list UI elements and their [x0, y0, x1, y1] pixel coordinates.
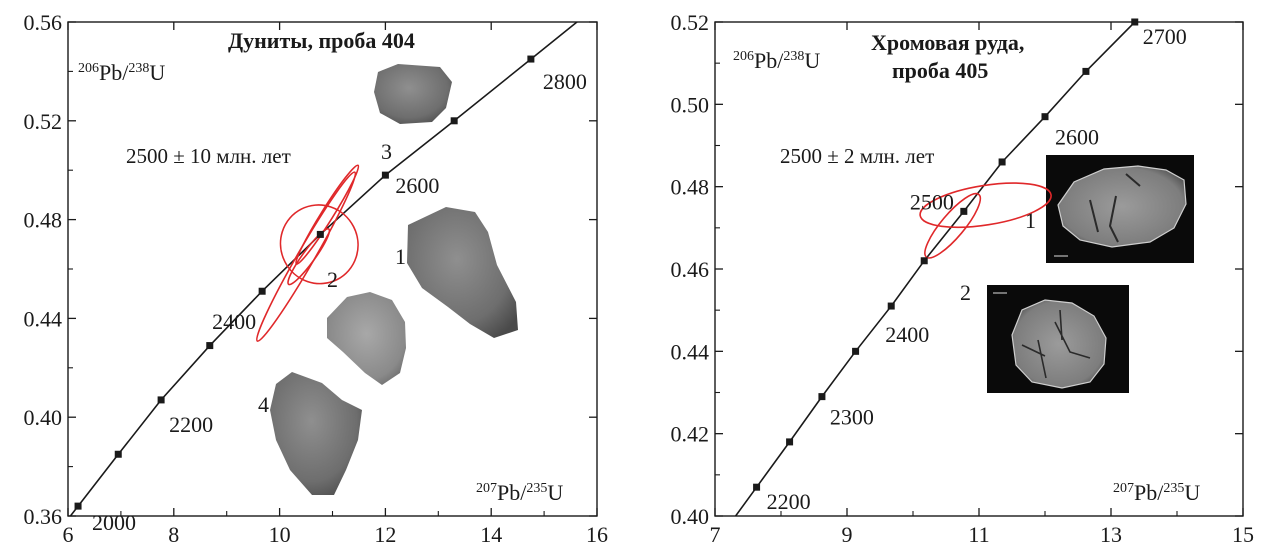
- x-tick-label: 16: [586, 522, 608, 544]
- age-marker-2500: [316, 230, 324, 238]
- concordia-age-labels: 2200 2300 2400 2500 2600 2700: [767, 24, 1187, 514]
- age-marker-2200: [157, 396, 165, 404]
- y-tick-label: 0.40: [671, 504, 710, 529]
- chart-title-line1: Хромовая руда,: [871, 30, 1024, 55]
- x-tick-labels: 7 9 11 13 15: [710, 522, 1255, 544]
- y-tick-label: 0.48: [24, 208, 63, 233]
- ellipse-label-3: 3: [381, 139, 392, 164]
- zircon-grain-images: [270, 64, 518, 495]
- age-marker-2300: [206, 342, 214, 350]
- age-label-2200: 2200: [169, 412, 213, 437]
- y-tick-label: 0.56: [24, 10, 63, 35]
- zircon-grain-image-right: [407, 207, 518, 338]
- x-tick-label: 10: [269, 522, 291, 544]
- error-ellipses: 1 2 3 4: [255, 139, 406, 417]
- age-label-2300: 2300: [830, 405, 874, 430]
- axis-ticks: [714, 21, 1244, 517]
- y-tick-label: 0.46: [671, 257, 710, 282]
- age-marker-2300: [818, 393, 826, 401]
- x-tick-label: 13: [1100, 522, 1122, 544]
- age-marker-2400: [258, 287, 266, 295]
- y-tick-label: 0.52: [671, 10, 710, 35]
- age-marker-2350: [852, 347, 860, 355]
- y-axis-label: 206Pb/238U: [78, 60, 165, 85]
- ellipse-label-4: 4: [258, 392, 269, 417]
- zircon-grain-image-middle: [327, 292, 406, 385]
- age-marker-2700: [1131, 18, 1139, 26]
- age-annotation: 2500 ± 10 млн. лет: [126, 144, 291, 168]
- y-tick-label: 0.48: [671, 175, 710, 200]
- age-marker-2500: [960, 207, 968, 215]
- y-tick-label: 0.52: [24, 109, 63, 134]
- error-ellipse-1: [919, 182, 1052, 229]
- plot-frame: [714, 21, 1244, 517]
- x-tick-label: 7: [710, 522, 721, 544]
- age-marker-2100: [114, 450, 122, 458]
- x-tick-label: 15: [1232, 522, 1254, 544]
- y-tick-label: 0.40: [24, 405, 63, 430]
- error-ellipse-3: [295, 164, 360, 265]
- age-marker-2000: [74, 502, 82, 510]
- x-axis-label: 207Pb/235U: [476, 480, 563, 505]
- y-tick-labels: 0.40 0.42 0.44 0.46 0.48 0.50 0.52: [671, 10, 710, 529]
- age-label-2600: 2600: [395, 173, 439, 198]
- concordia-age-markers: [74, 55, 535, 510]
- ellipse-label-1: 1: [1025, 208, 1036, 233]
- age-label-2400: 2400: [885, 322, 929, 347]
- error-ellipse-4: [255, 171, 357, 342]
- y-tick-label: 0.44: [671, 339, 710, 364]
- y-axis-label: 206Pb/238U: [733, 48, 820, 73]
- age-label-2600: 2600: [1055, 125, 1099, 150]
- bse-image-upper: [1046, 155, 1194, 263]
- ellipse-label-2: 2: [960, 280, 971, 305]
- age-marker-2600: [381, 171, 389, 179]
- concordia-age-markers: [753, 18, 1139, 491]
- error-ellipse-1: [279, 204, 359, 285]
- ellipse-label-2: 2: [327, 267, 338, 292]
- error-ellipse-2: [924, 192, 982, 259]
- y-tick-label: 0.44: [24, 306, 63, 331]
- age-marker-2650: [1082, 67, 1090, 75]
- age-label-2800: 2800: [543, 69, 587, 94]
- age-marker-2550: [998, 158, 1006, 166]
- bse-image-lower: [987, 285, 1129, 393]
- x-tick-label: 12: [374, 522, 396, 544]
- chart-title-line2: проба 405: [892, 58, 988, 83]
- ellipse-label-1: 1: [395, 244, 406, 269]
- age-label-2400: 2400: [212, 309, 256, 334]
- age-marker-2600: [1041, 113, 1049, 121]
- age-marker-2800: [527, 55, 535, 63]
- age-label-2500: 2500: [910, 189, 954, 214]
- age-marker-2700: [450, 117, 458, 125]
- x-tick-label: 9: [842, 522, 853, 544]
- x-axis-label: 207Pb/235U: [1113, 480, 1200, 505]
- zircon-grain-image-top: [374, 64, 452, 124]
- x-tick-label: 6: [63, 522, 74, 544]
- x-tick-labels: 6 8 10 12 14 16: [63, 522, 609, 544]
- axis-ticks: [67, 21, 598, 517]
- age-label-2700: 2700: [1143, 24, 1187, 49]
- zircon-grain-image-bottom: [270, 372, 362, 495]
- age-marker-2400: [887, 302, 895, 310]
- age-marker-2250: [786, 438, 794, 446]
- concordia-age-labels: 2000 2200 2400 2600 2800: [92, 69, 587, 535]
- x-tick-label: 14: [480, 522, 502, 544]
- error-ellipses: 12: [919, 182, 1052, 305]
- plot-area-border: [714, 21, 1244, 517]
- age-label-2000: 2000: [92, 510, 136, 535]
- y-tick-label: 0.42: [671, 422, 710, 447]
- x-tick-label: 11: [968, 522, 989, 544]
- age-annotation: 2500 ± 2 млн. лет: [780, 144, 934, 168]
- x-tick-label: 8: [168, 522, 179, 544]
- age-label-2200: 2200: [767, 489, 811, 514]
- age-marker-2450: [920, 257, 928, 265]
- y-tick-label: 0.36: [24, 504, 63, 529]
- y-tick-label: 0.50: [671, 92, 710, 117]
- chart-title: Дуниты, проба 404: [228, 28, 415, 53]
- age-marker-2200: [753, 483, 761, 491]
- y-tick-labels: 0.36 0.40 0.44 0.48 0.52 0.56: [24, 10, 63, 529]
